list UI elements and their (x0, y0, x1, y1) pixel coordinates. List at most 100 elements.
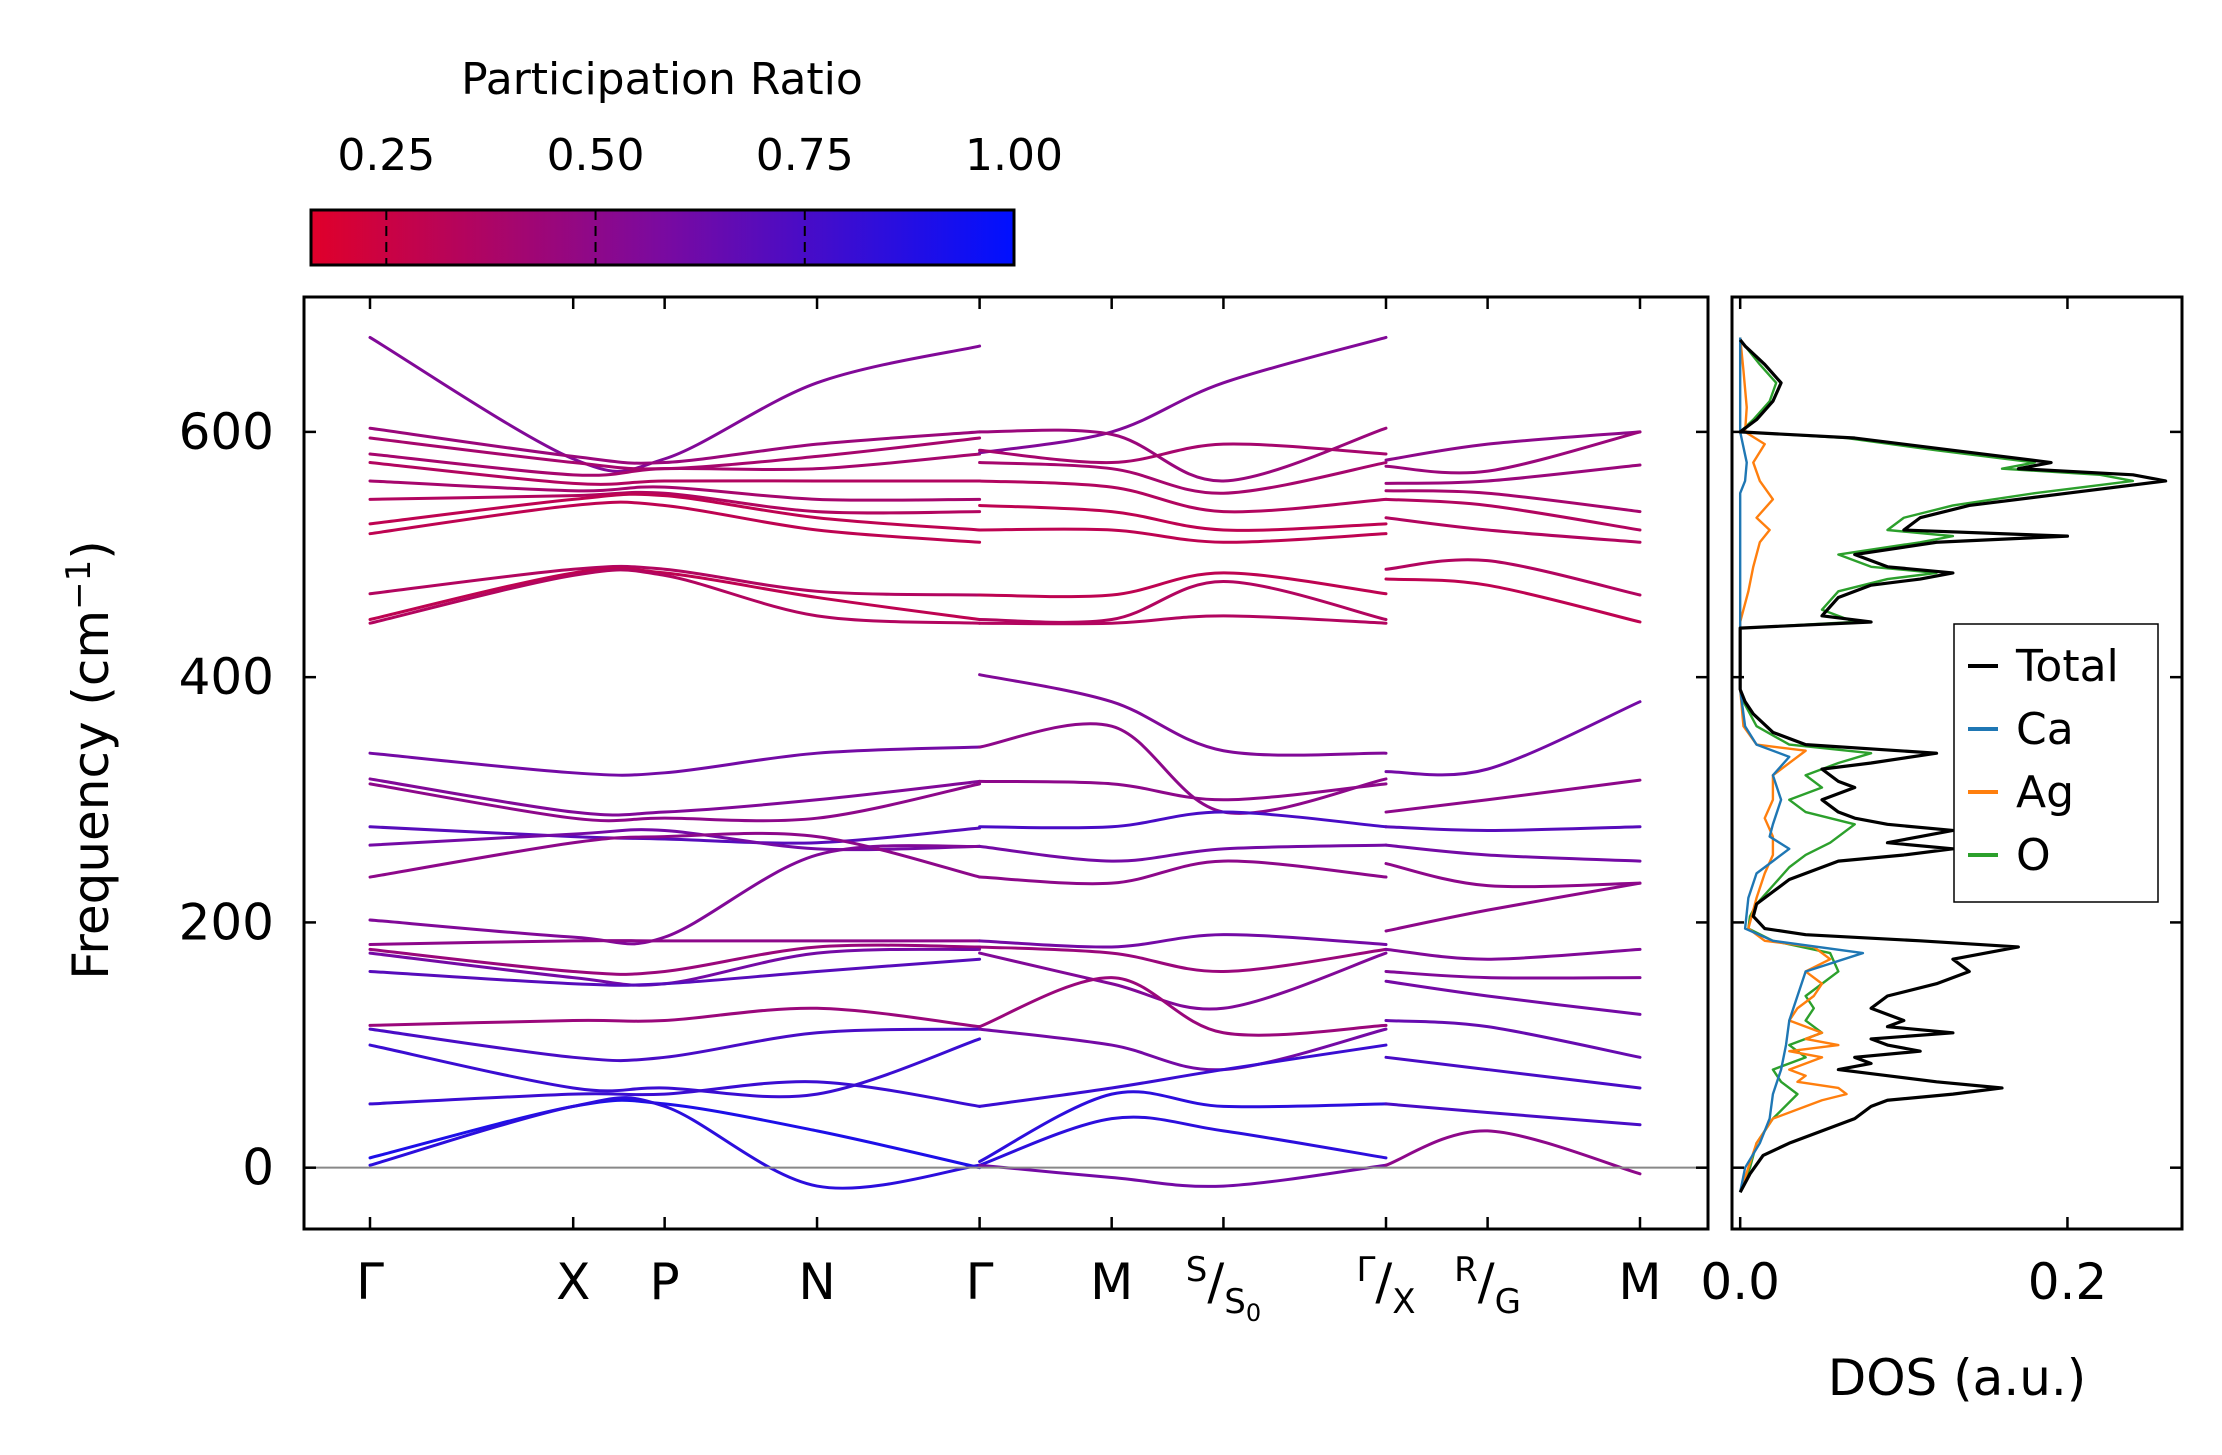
band-line (368, 957, 982, 987)
band-line (978, 722, 1388, 815)
x-tick-label-sup: S (1186, 1250, 1208, 1290)
band-line (978, 933, 1388, 949)
band-line (368, 1080, 982, 1108)
x-tick-label: Γ (966, 1253, 994, 1311)
band-line (368, 777, 982, 817)
band-line (1384, 947, 1642, 961)
band-line (368, 479, 982, 502)
band-line (978, 1115, 1388, 1167)
band-line (978, 571, 1388, 599)
band-line (978, 614, 1388, 626)
band-line (368, 1037, 982, 1099)
x-tick-label-sub: G (1495, 1282, 1521, 1322)
y-tick-label: 600 (179, 403, 274, 461)
dos-x-ticks: 0.0 0.2 (1700, 297, 2107, 1311)
band-line (978, 945, 1388, 973)
x-tick-label: M (1090, 1253, 1133, 1311)
band-line (978, 479, 1388, 514)
colorbar-gradient (309, 208, 1016, 267)
band-lines (368, 335, 1642, 1190)
band-line (978, 976, 1388, 1037)
x-tick-label-main: X (556, 1253, 590, 1311)
band-line (368, 844, 982, 946)
dos-x-tick-label: 0.2 (2028, 1253, 2108, 1311)
band-line (368, 939, 982, 946)
band-y-axis-label-close: ) (62, 540, 120, 560)
band-line (1384, 862, 1642, 889)
band-line (978, 442, 1388, 465)
band-line (978, 779, 1388, 802)
dos-panel: 0.0 0.2 DOS (a.u.) Total Ca Ag O (1700, 295, 2184, 1407)
band-line (368, 745, 982, 777)
band-line (368, 831, 982, 879)
legend-entries: Total Ca Ag O (1968, 641, 2119, 881)
band-y-axis-label: Frequency (cm−1) (59, 540, 120, 980)
band-line (368, 452, 982, 477)
band-line (368, 492, 982, 532)
x-tick-label-main: Γ (966, 1253, 994, 1311)
band-line (978, 527, 1388, 544)
band-line (1384, 430, 1642, 462)
band-line (1384, 577, 1642, 624)
band-line (1384, 825, 1642, 832)
band-line (978, 580, 1388, 624)
band-line (1384, 463, 1642, 485)
band-line (368, 335, 982, 473)
band-line (368, 1006, 982, 1029)
y-tick-label: 400 (179, 648, 274, 706)
x-tick-label: X (556, 1253, 590, 1311)
band-line (1384, 558, 1642, 597)
band-line (368, 782, 982, 823)
band-line (368, 461, 982, 486)
x-tick-label: Γ/X (1356, 1250, 1415, 1322)
band-line (368, 564, 982, 597)
band-line (978, 1163, 1388, 1188)
band-line (978, 461, 1388, 495)
band-line (978, 335, 1388, 455)
x-tick-label-main: / (1375, 1253, 1392, 1311)
band-line (1384, 778, 1642, 814)
band-line (368, 1096, 982, 1190)
y-tick-label: 0 (242, 1139, 274, 1197)
x-tick-label-main: / (1207, 1253, 1224, 1311)
band-line (978, 1090, 1388, 1164)
x-tick-label: S/S0 (1186, 1250, 1261, 1327)
band-axes-frame (302, 295, 1710, 1231)
legend-label: Ca (2016, 704, 2074, 755)
x-tick-label-main: Γ (356, 1253, 384, 1311)
band-y-ticks: 0 200 400 600 (179, 403, 1708, 1197)
band-line (368, 566, 982, 622)
band-y-axis-label-sup: −1 (59, 560, 99, 610)
band-line (368, 1027, 982, 1063)
legend-label: O (2016, 830, 2051, 881)
dos-series-total (1738, 338, 2168, 1193)
band-line (1384, 700, 1642, 777)
dos-lines (1738, 337, 2168, 1193)
x-tick-label: P (650, 1253, 680, 1311)
band-line (1384, 1055, 1642, 1090)
band-line (978, 843, 1388, 863)
band-line (368, 825, 982, 845)
band-line (1384, 969, 1642, 980)
band-line (1384, 430, 1642, 475)
x-tick-label-main: M (1618, 1253, 1661, 1311)
colorbar-tick-label: 1.00 (965, 130, 1063, 181)
band-line (1384, 489, 1642, 514)
x-tick-label-sub: S (1224, 1282, 1246, 1322)
band-line (978, 951, 1388, 1011)
x-tick-label-sup: R (1454, 1250, 1478, 1290)
band-line (978, 426, 1388, 483)
band-line (1384, 497, 1642, 532)
band-line (1384, 881, 1642, 933)
x-tick-label-sub: X (1392, 1282, 1415, 1322)
band-line (368, 568, 982, 625)
band-x-ticks: Γ X P N Γ M S/S0Γ/XR/G M (356, 297, 1662, 1327)
colorbar-tick-label: 0.75 (756, 130, 854, 181)
colorbar-label: Participation Ratio (461, 54, 863, 105)
legend-label: Ag (2016, 767, 2074, 818)
x-tick-label-sup: Γ (1356, 1250, 1375, 1290)
colorbar-ticks: 0.25 0.50 0.75 1.00 (337, 130, 1063, 265)
dos-legend: Total Ca Ag O (1953, 623, 2159, 903)
